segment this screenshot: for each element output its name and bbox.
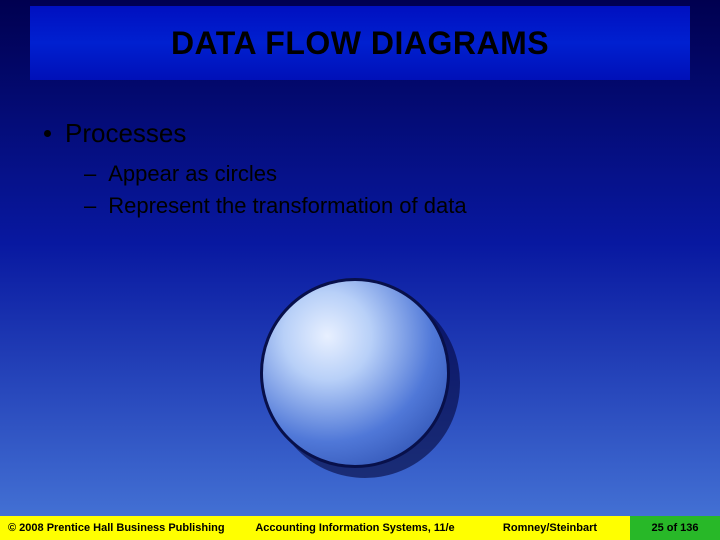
- sub-bullet-text: Represent the transformation of data: [108, 190, 466, 222]
- bullet-main: Processes: [44, 118, 186, 149]
- footer-page: 25 of 136: [630, 516, 720, 540]
- title-bar: DATA FLOW DIAGRAMS: [30, 6, 690, 80]
- footer-copyright: © 2008 Prentice Hall Business Publishing: [0, 516, 240, 540]
- sub-bullet-list: – Appear as circles – Represent the tran…: [84, 158, 467, 222]
- bullet-dot-icon: [44, 130, 51, 137]
- process-circle-diagram: [260, 278, 460, 478]
- footer-authors: Romney/Steinbart: [470, 516, 630, 540]
- sub-bullet-text: Appear as circles: [108, 158, 277, 190]
- slide-footer: © 2008 Prentice Hall Business Publishing…: [0, 516, 720, 540]
- list-item: – Appear as circles: [84, 158, 467, 190]
- footer-course: Accounting Information Systems, 11/e: [240, 516, 470, 540]
- bullet-main-text: Processes: [65, 118, 186, 149]
- dash-icon: –: [84, 190, 96, 222]
- circle-icon: [260, 278, 450, 468]
- slide-title: DATA FLOW DIAGRAMS: [171, 25, 549, 62]
- dash-icon: –: [84, 158, 96, 190]
- list-item: – Represent the transformation of data: [84, 190, 467, 222]
